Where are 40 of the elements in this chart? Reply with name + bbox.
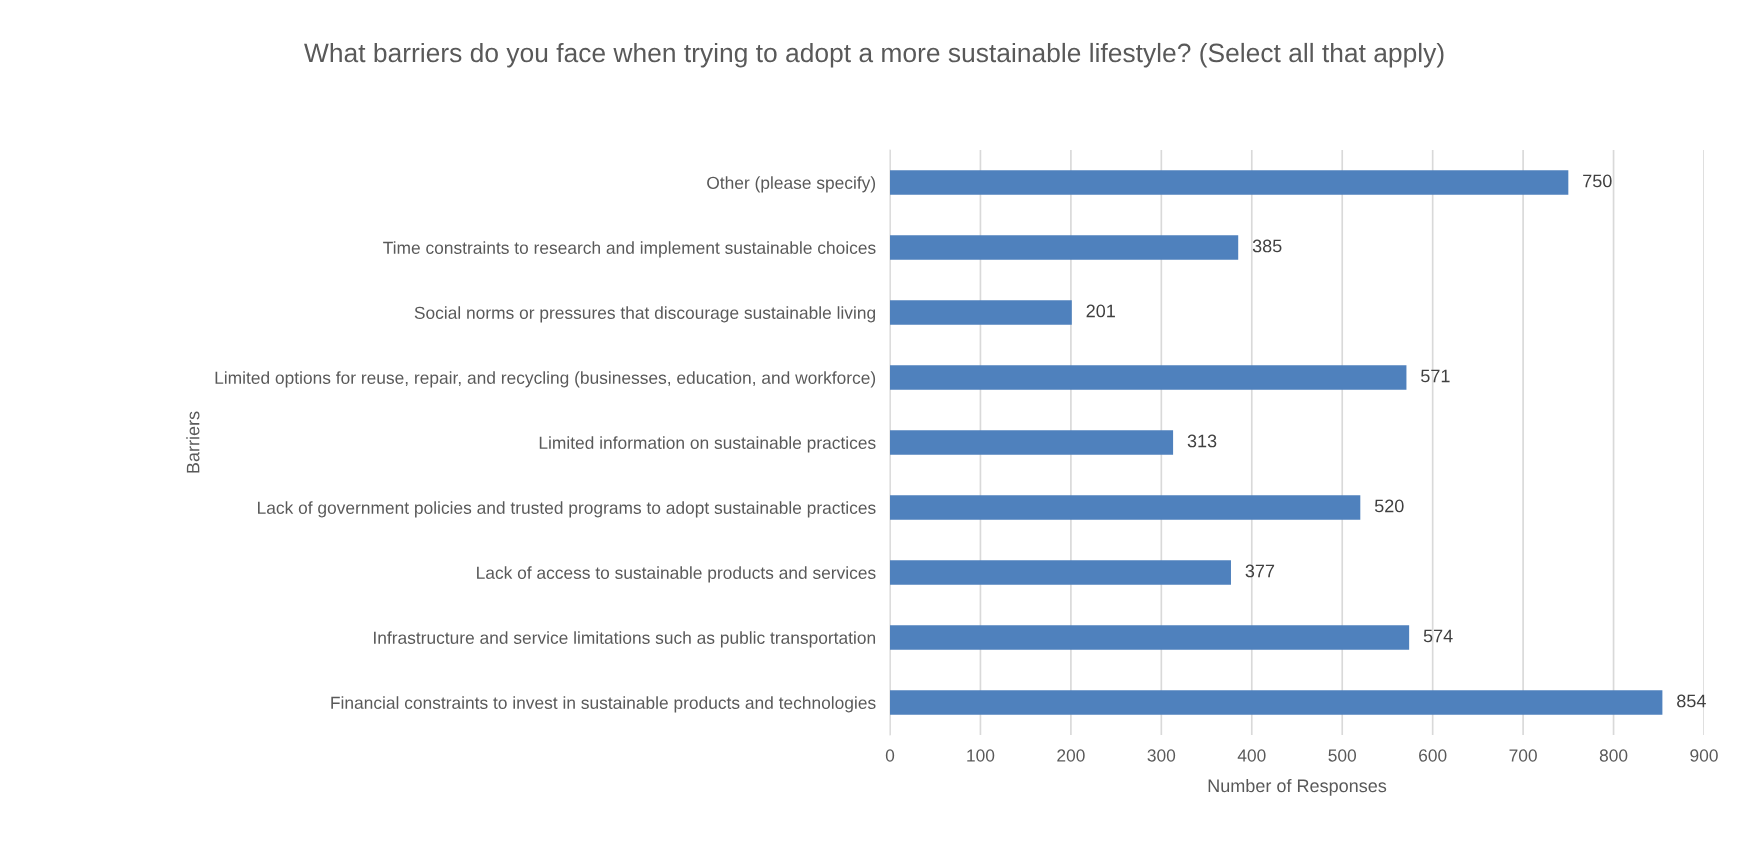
x-tick-label: 500 [1328,749,1357,762]
x-tick-label: 0 [885,749,895,762]
data-label: 377 [1245,564,1275,578]
y-tick-label: Time constraints to research and implement sustainable choices [383,241,876,258]
bar [890,495,1361,520]
x-tick-label: 400 [1237,749,1266,762]
x-tick-label: 300 [1147,749,1176,762]
y-tick-label: Social norms or pressures that discourage sustainable living [414,306,876,323]
data-label: 520 [1374,499,1404,513]
bar [890,690,1663,715]
x-tick-label: 100 [967,749,995,762]
bar [890,235,1239,260]
x-tick-label: 600 [1419,749,1447,762]
x-tick-label: 900 [1690,749,1718,762]
chart-title: What barriers do you face when trying to adopt a more sustainable lifestyle? (Select all that apply) [304,42,1444,68]
bar [890,365,1407,390]
y-tick-label: Financial constraints to invest in sustainable products and technologies [331,696,876,713]
y-tick-label: Infrastructure and service limitations such as public transportation [374,631,876,648]
data-label: 750 [1583,174,1612,188]
y-tick-label: Other (please specify) [707,176,876,193]
y-tick-label: Lack of access to sustainable products and services [477,566,876,583]
y-axis-title: Barriers [186,411,200,473]
data-label: 574 [1423,629,1453,643]
y-tick-label: Lack of government policies and trusted programs to adopt sustainable practices [258,501,876,518]
data-label: 201 [1086,304,1115,318]
y-tick-label: Limited options for reuse, repair, and recycling (businesses, education, and workforce) [215,371,876,388]
data-label: 313 [1187,434,1217,448]
x-tick-label: 200 [1057,749,1085,762]
bar [890,430,1174,455]
x-axis-title: Number of Responses [1208,778,1387,796]
bar [890,300,1072,325]
data-label: 571 [1421,369,1450,383]
bar [890,625,1410,650]
data-label: 385 [1252,239,1282,253]
data-label: 854 [1677,694,1706,708]
x-tick-label: 800 [1599,749,1628,762]
bar [890,170,1569,195]
y-tick-label: Limited information on sustainable practices [539,436,876,453]
x-tick-label: 700 [1509,749,1537,762]
bar [890,560,1231,585]
